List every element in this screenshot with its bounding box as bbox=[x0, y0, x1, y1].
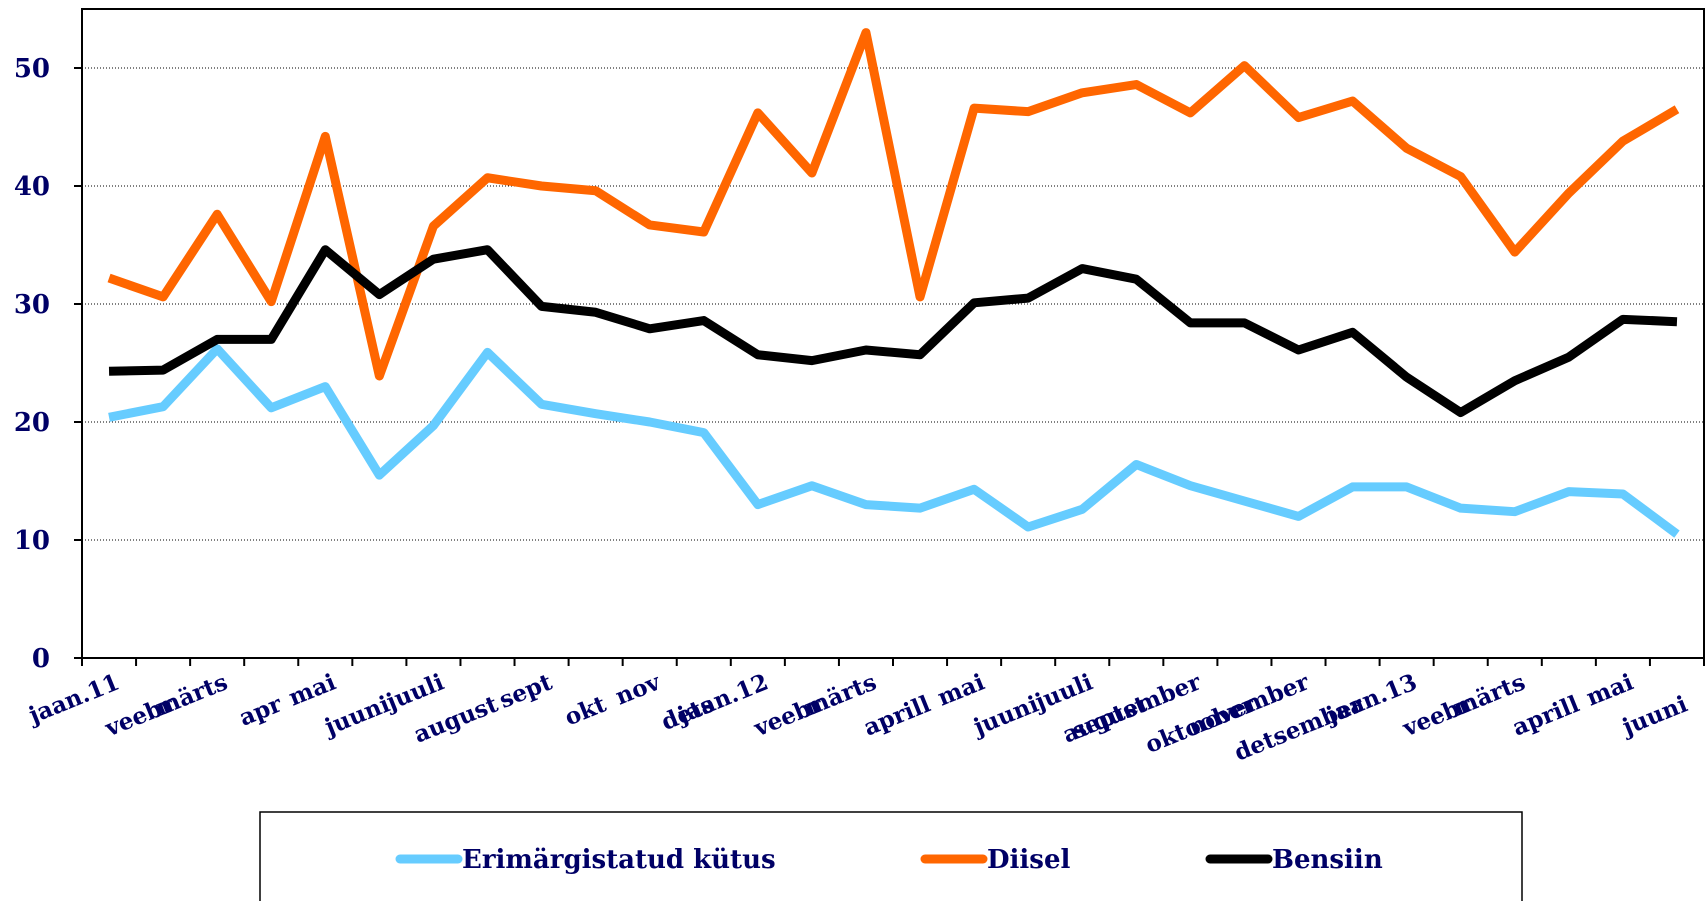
x-tick-label: mai bbox=[934, 668, 989, 711]
y-tick-label: 50 bbox=[14, 54, 50, 84]
x-tick-label: juuli bbox=[381, 668, 448, 716]
legend-label: Diisel bbox=[987, 845, 1070, 875]
x-tick-label: juuni bbox=[319, 690, 394, 741]
x-tick-label: juuli bbox=[1030, 668, 1097, 716]
series-line bbox=[107, 28, 1680, 381]
y-tick-label: 40 bbox=[14, 172, 50, 202]
x-tick-label: juuni bbox=[1617, 690, 1692, 741]
legend-label: Erimärgistatud kütus bbox=[462, 845, 776, 875]
x-tick-label: apr bbox=[235, 690, 286, 732]
legend-label: Bensiin bbox=[1272, 845, 1383, 875]
series-line bbox=[108, 344, 1680, 538]
y-tick-label: 30 bbox=[14, 290, 50, 320]
x-tick-label: aprill bbox=[1509, 690, 1584, 741]
x-tick-label: juuni bbox=[968, 690, 1043, 741]
x-tick-label: märts bbox=[152, 669, 232, 722]
x-tick-label: nov bbox=[612, 668, 665, 710]
series-line bbox=[108, 245, 1678, 418]
y-tick-label: 10 bbox=[14, 526, 50, 556]
y-tick-label: 20 bbox=[14, 408, 50, 438]
x-tick-label: mai bbox=[285, 668, 340, 711]
plot-frame bbox=[81, 8, 1705, 659]
y-tick-label: 0 bbox=[32, 644, 50, 674]
legend-box bbox=[259, 811, 1523, 901]
x-tick-label: aprill bbox=[860, 690, 935, 741]
x-tick-label: okt bbox=[561, 690, 610, 731]
x-tick-label: sept bbox=[495, 668, 556, 714]
x-tick-label: mai bbox=[1583, 668, 1638, 711]
